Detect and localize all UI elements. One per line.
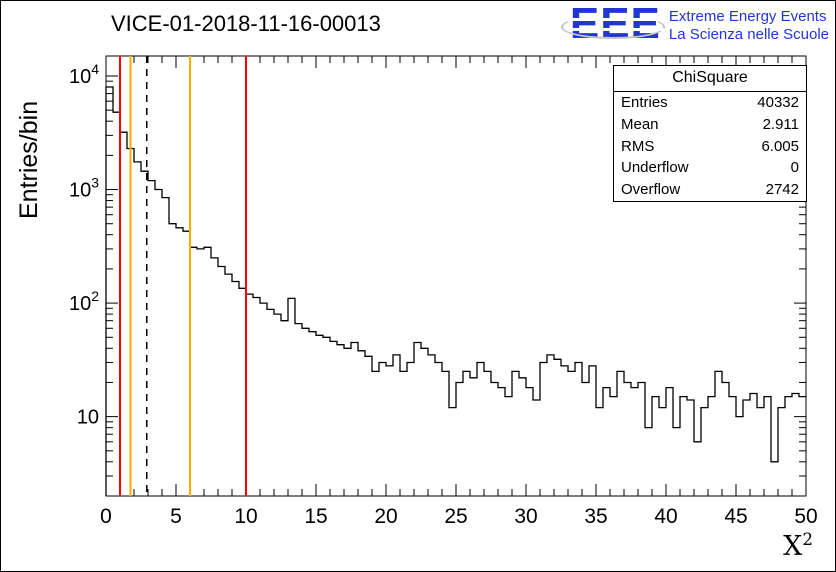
- stats-row-rms: RMS 6.005: [614, 136, 806, 158]
- stats-label: Entries: [621, 94, 668, 111]
- x-axis-title-base: X: [783, 531, 803, 562]
- stats-label: Underflow: [621, 159, 689, 177]
- stats-box-title: ChiSquare: [614, 66, 806, 92]
- eee-logo-subtitle: Extreme Energy Events La Scienza nelle S…: [669, 5, 829, 45]
- page-title: VICE-01-2018-11-16-00013: [111, 11, 381, 36]
- stats-box: ChiSquare Entries 40332 Mean 2.911 RMS 6…: [613, 65, 807, 202]
- y-tick-label: 104: [69, 61, 99, 88]
- y-tick-label: 10: [77, 407, 99, 429]
- x-tick-label: 30: [514, 505, 537, 528]
- eee-logo-text: EEE: [569, 0, 661, 48]
- x-tick-label: 40: [654, 505, 677, 528]
- eee-logo-stripe-icon: [566, 28, 664, 31]
- x-tick-label: 50: [794, 505, 817, 528]
- stats-row-overflow: Overflow 2742: [614, 179, 806, 201]
- x-tick-label: 20: [374, 505, 397, 528]
- stats-label: RMS: [621, 137, 655, 155]
- stats-label: Overflow: [621, 181, 681, 198]
- stats-value: 40332: [757, 94, 799, 111]
- eee-logo-line1: Extreme Energy Events: [668, 8, 827, 25]
- x-axis-title-exponent: 2: [802, 529, 813, 549]
- x-tick-label: 5: [170, 505, 182, 528]
- x-tick-label: 45: [724, 505, 747, 528]
- stats-value: 0: [790, 159, 799, 177]
- x-tick-label: 25: [444, 505, 467, 528]
- x-tick-label: 15: [304, 505, 327, 528]
- stats-row-mean: Mean 2.911: [614, 114, 806, 136]
- eee-logo-line2: La Scienza nelle Scuole: [668, 26, 829, 44]
- x-tick-label: 10: [234, 505, 257, 528]
- y-tick-label: 103: [69, 175, 99, 202]
- y-axis-title: Entries/bin: [15, 100, 43, 219]
- stats-row-entries: Entries 40332: [614, 92, 806, 114]
- x-tick-label: 35: [584, 505, 607, 528]
- eee-logo: EEE Extreme Energy Events La Scienza nel…: [560, 2, 829, 46]
- eee-logo-stripe-icon: [566, 18, 664, 21]
- histogram-line: [105, 86, 806, 496]
- y-tick-label: 102: [69, 288, 99, 315]
- eee-logo-acronym: EEE: [560, 2, 665, 46]
- stats-value: 2742: [765, 181, 799, 198]
- stats-label: Mean: [621, 115, 659, 133]
- x-tick-label: 0: [100, 505, 112, 528]
- x-axis-title: X2: [783, 529, 813, 562]
- stats-row-underflow: Underflow 0: [614, 157, 806, 179]
- stats-value: 6.005: [761, 137, 799, 155]
- stats-value: 2.911: [762, 115, 799, 133]
